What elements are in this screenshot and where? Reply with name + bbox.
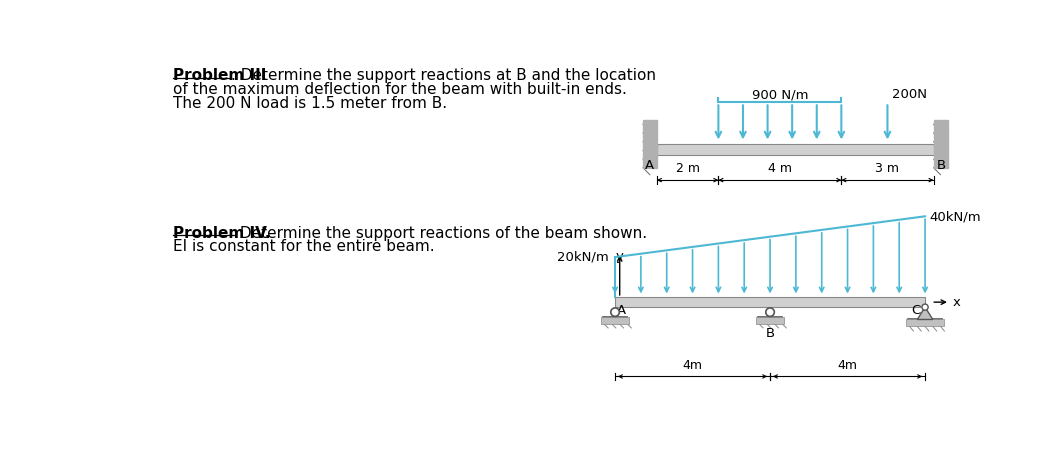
Text: . Determine the support reactions at B and the location: . Determine the support reactions at B a…	[231, 68, 655, 83]
Text: The 200 N load is 1.5 meter from B.: The 200 N load is 1.5 meter from B.	[173, 96, 448, 111]
Circle shape	[611, 308, 619, 316]
Text: Determine the support reactions of the beam shown.: Determine the support reactions of the b…	[234, 226, 647, 241]
Bar	[757, 317, 784, 324]
Text: x: x	[953, 296, 961, 308]
Text: B: B	[765, 327, 775, 340]
Circle shape	[766, 308, 775, 316]
Text: 20kN/m: 20kN/m	[558, 251, 609, 263]
Text: 900 N/m: 900 N/m	[751, 88, 809, 101]
Text: 4 m: 4 m	[768, 162, 792, 175]
Bar	[643, 120, 656, 168]
Bar	[656, 144, 933, 155]
Text: Problem III: Problem III	[173, 68, 267, 83]
Text: of the maximum deflection for the beam with built-in ends.: of the maximum deflection for the beam w…	[173, 82, 627, 97]
Text: A: A	[645, 159, 653, 172]
Text: y: y	[616, 250, 624, 263]
Text: A: A	[617, 304, 626, 317]
Text: 40kN/m: 40kN/m	[929, 210, 981, 223]
Text: 2 m: 2 m	[676, 162, 700, 175]
Text: 4m: 4m	[682, 359, 702, 372]
Text: 3 m: 3 m	[876, 162, 899, 175]
Text: 4m: 4m	[837, 359, 858, 372]
Text: EI is constant for the entire beam.: EI is constant for the entire beam.	[173, 239, 435, 254]
Bar	[933, 120, 948, 168]
Text: B: B	[936, 159, 946, 172]
Text: C: C	[911, 304, 920, 317]
Bar	[601, 317, 629, 324]
Polygon shape	[917, 307, 933, 319]
Text: Problem IV.: Problem IV.	[173, 226, 271, 241]
Bar	[907, 319, 944, 326]
Text: 200N: 200N	[892, 88, 927, 101]
Circle shape	[921, 304, 928, 310]
Bar	[615, 297, 925, 307]
